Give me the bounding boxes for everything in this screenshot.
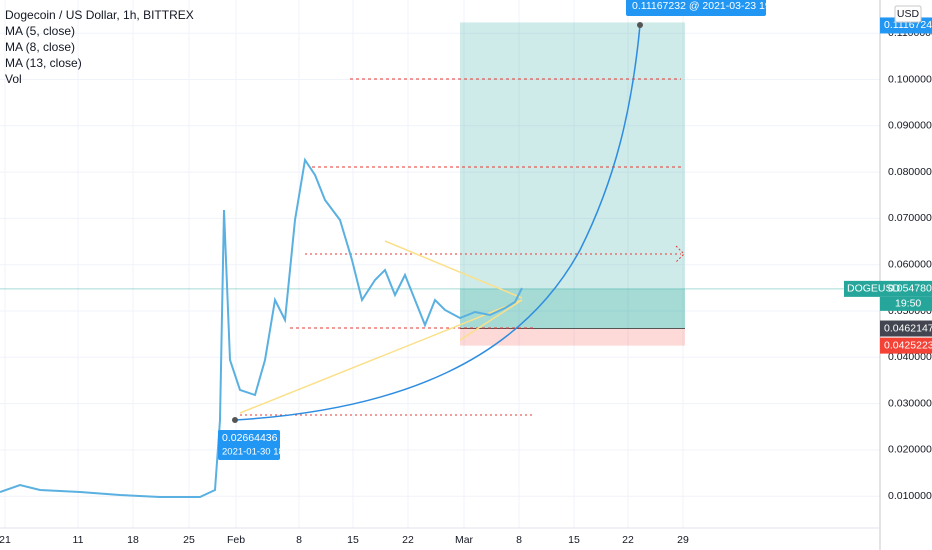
annotation-box xyxy=(218,430,280,460)
trend-line xyxy=(384,240,523,299)
time-tick-label: Mar xyxy=(455,534,474,546)
current-badge xyxy=(844,280,932,297)
countdown-badge xyxy=(880,296,932,311)
trend-line xyxy=(459,299,523,341)
price-tick-label: 0.04000000 xyxy=(888,351,932,363)
price-line xyxy=(0,157,523,498)
price-tick-label: 0.02000000 xyxy=(888,444,932,456)
price-tick-label: 0.07000000 xyxy=(888,212,932,224)
chart-title: Dogecoin / US Dollar, 1h, BITTREX xyxy=(5,8,194,22)
time-tick-label: 22 xyxy=(402,534,414,546)
indicator-label: MA (8, close) xyxy=(5,40,75,54)
time-tick-label: 15 xyxy=(347,534,359,546)
loss-zone xyxy=(460,328,685,346)
time-tick-label: 8 xyxy=(516,534,522,546)
annotation: 0.11167232 @ 2021-03-23 19:00 xyxy=(632,0,785,12)
time-tick-label: 18 xyxy=(127,534,139,546)
annotation: 0.02664436 xyxy=(222,432,278,444)
indicator-label: MA (5, close) xyxy=(5,24,75,38)
trend-line xyxy=(239,299,523,414)
currency-badge xyxy=(894,5,922,23)
annotation: 2021-01-30 18:00 xyxy=(222,447,297,458)
time-tick-label: 25 xyxy=(183,534,195,546)
annotation-box xyxy=(626,0,766,16)
time-tick-label: 22 xyxy=(622,534,634,546)
countdown: 19:50 xyxy=(895,298,921,310)
time-tick-label: 15 xyxy=(568,534,580,546)
anchor-point xyxy=(637,22,643,28)
profit-zone xyxy=(460,22,685,329)
current-price: 0.05478000 xyxy=(888,283,932,295)
open-profit-zone xyxy=(460,288,685,329)
price-tick-label: 0.03000000 xyxy=(888,397,932,409)
currency: USD xyxy=(897,8,920,20)
drawings xyxy=(0,22,685,498)
projection-curve xyxy=(234,24,641,421)
price-tick-label: 0.09000000 xyxy=(888,120,932,132)
time-tick-label: 11 xyxy=(73,534,84,546)
price-tick-label: 0.01000000 xyxy=(888,490,932,502)
entry-badge xyxy=(880,320,932,337)
entry-price: 0.04621474 xyxy=(884,322,932,334)
position-zones xyxy=(0,22,880,346)
price-tick-label: 0.10000000 xyxy=(888,73,932,85)
price-tick-label: 0.06000000 xyxy=(888,258,932,270)
anchor-point xyxy=(232,417,238,423)
time-tick-label: 29 xyxy=(677,534,689,546)
indicator-label: Vol xyxy=(5,72,22,86)
stop-badge xyxy=(880,337,932,354)
indicator-label: MA (13, close) xyxy=(5,56,82,70)
stop-price: 0.04252237 xyxy=(884,339,932,351)
time-tick-label: 8 xyxy=(296,534,302,546)
price-tick-label: 0.08000000 xyxy=(888,166,932,178)
time-tick-label: Feb xyxy=(227,534,245,546)
time-tick-label: 21 xyxy=(0,534,11,546)
symbol: DOGEUSD xyxy=(847,283,901,295)
